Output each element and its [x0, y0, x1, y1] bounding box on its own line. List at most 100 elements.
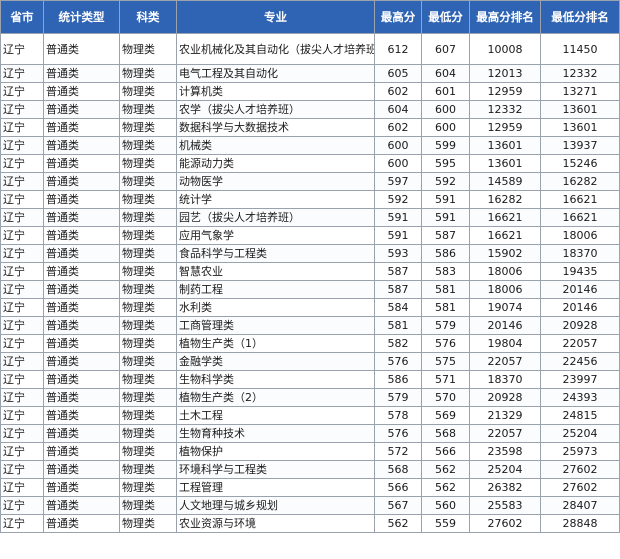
cell-subject: 物理类: [119, 118, 177, 137]
cell-province: 辽宁: [0, 136, 44, 155]
cell-province: 辽宁: [0, 352, 44, 371]
cell-major: 机械类: [176, 136, 375, 155]
table-row: 辽宁 普通类 物理类 农学（拔尖人才培养班） 604 600 12332 13601: [0, 100, 620, 119]
cell-subject: 物理类: [119, 190, 177, 209]
cell-province: 辽宁: [0, 424, 44, 443]
header-major: 专业: [176, 0, 375, 34]
cell-major: 植物保护: [176, 442, 375, 461]
cell-major: 食品科学与工程类: [176, 244, 375, 263]
cell-stat-type: 普通类: [43, 334, 120, 353]
cell-max-rank: 21329: [469, 406, 541, 425]
cell-min-rank: 25204: [540, 424, 620, 443]
cell-major: 计算机类: [176, 82, 375, 101]
cell-max-score: 597: [374, 172, 422, 191]
cell-max-rank: 19074: [469, 298, 541, 317]
cell-province: 辽宁: [0, 316, 44, 335]
table-row: 辽宁 普通类 物理类 人文地理与城乡规划 567 560 25583 28407: [0, 496, 620, 515]
cell-min-score: 571: [421, 370, 470, 389]
cell-max-score: 593: [374, 244, 422, 263]
score-table: 省市 统计类型 科类 专业 最高分 最低分 最高分排名 最低分排名 辽宁 普通类物…: [0, 0, 620, 533]
table-row: 辽宁 普通类 物理类 应用气象学 591 587 16621 18006: [0, 226, 620, 245]
cell-subject: 物理类: [119, 64, 177, 83]
header-max-rank: 最高分排名: [469, 0, 541, 34]
cell-subject: 物理类: [119, 388, 177, 407]
cell-min-rank: 13937: [540, 136, 620, 155]
cell-max-score: 584: [374, 298, 422, 317]
cell-major: 生物育种技术: [176, 424, 375, 443]
cell-major: 电气工程及其自动化: [176, 64, 375, 83]
cell-max-score: 582: [374, 334, 422, 353]
table-row: 辽宁 普通类 物理类 生物育种技术 576 568 22057 25204: [0, 424, 620, 443]
table-row: 辽宁 普通类 物理类 植物生产类（2） 579 570 20928 24393: [0, 388, 620, 407]
table-row: 辽宁 普通类 物理类 工程管理 566 562 26382 27602: [0, 478, 620, 497]
cell-major: 工程管理: [176, 478, 375, 497]
cell-stat-type: 普通类: [43, 352, 120, 371]
cell-max-rank: 12959: [469, 82, 541, 101]
cell-province: 辽宁: [0, 190, 44, 209]
table-row: 辽宁 普通类 物理类 电气工程及其自动化 605 604 12013 12332: [0, 64, 620, 83]
cell-min-rank: 16621: [540, 190, 620, 209]
cell-max-rank: 20146: [469, 316, 541, 335]
cell-min-rank: 16621: [540, 208, 620, 227]
cell-min-rank: 22456: [540, 352, 620, 371]
cell-province: 辽宁: [0, 442, 44, 461]
cell-major: 统计学: [176, 190, 375, 209]
table-row: 辽宁 普通类 物理类 智慧农业 587 583 18006 19435: [0, 262, 620, 281]
cell-min-score: 595: [421, 154, 470, 173]
cell-subject: 物理类: [119, 262, 177, 281]
cell-min-score: 569: [421, 406, 470, 425]
cell-max-score: 567: [374, 496, 422, 515]
cell-min-score: 591: [421, 208, 470, 227]
cell-subject: 物理类: [119, 334, 177, 353]
cell-max-rank: 22057: [469, 352, 541, 371]
table-row: 辽宁 普通类 物理类 制药工程 587 581 18006 20146: [0, 280, 620, 299]
cell-min-score: 570: [421, 388, 470, 407]
table-row: 辽宁 普通类 物理类 工商管理类 581 579 20146 20928: [0, 316, 620, 335]
cell-min-rank: 24393: [540, 388, 620, 407]
table-row: 辽宁 普通类 物理类 金融学类 576 575 22057 22456: [0, 352, 620, 371]
cell-max-rank: 14589: [469, 172, 541, 191]
cell-major: 环境科学与工程类: [176, 460, 375, 479]
cell-stat-type: 普通类: [43, 244, 120, 263]
cell-min-score: 581: [421, 280, 470, 299]
cell-major: 园艺（拔尖人才培养班）: [176, 208, 375, 227]
cell-stat-type: 普通类: [43, 460, 120, 479]
cell-max-score: 600: [374, 136, 422, 155]
cell-max-score: 572: [374, 442, 422, 461]
cell-subject: 物理类: [119, 316, 177, 335]
cell-max-score: 604: [374, 100, 422, 119]
cell-subject: 物理类: [119, 100, 177, 119]
cell-max-rank: 12013: [469, 64, 541, 83]
cell-min-rank: 20146: [540, 298, 620, 317]
cell-max-score: 591: [374, 208, 422, 227]
cell-min-rank: 20146: [540, 280, 620, 299]
cell-max-score: 602: [374, 118, 422, 137]
cell-major: 人文地理与城乡规划: [176, 496, 375, 515]
cell-min-score: 587: [421, 226, 470, 245]
cell-subject: 物理类: [119, 514, 177, 533]
cell-min-rank: 16282: [540, 172, 620, 191]
cell-province: 辽宁: [0, 33, 44, 65]
cell-major: 应用气象学: [176, 226, 375, 245]
cell-major: 植物生产类（2）: [176, 388, 375, 407]
table-row: 辽宁 普通类 物理类 植物生产类（1） 582 576 19804 22057: [0, 334, 620, 353]
cell-province: 辽宁: [0, 208, 44, 227]
cell-subject: 物理类: [119, 172, 177, 191]
cell-subject: 物理类: [119, 82, 177, 101]
cell-major: 动物医学: [176, 172, 375, 191]
cell-min-rank: 19435: [540, 262, 620, 281]
cell-min-rank: 18370: [540, 244, 620, 263]
cell-stat-type: 普通类: [43, 298, 120, 317]
cell-province: 辽宁: [0, 154, 44, 173]
cell-min-score: 592: [421, 172, 470, 191]
header-row: 省市 统计类型 科类 专业 最高分 最低分 最高分排名 最低分排名: [0, 0, 620, 34]
cell-min-score: 604: [421, 64, 470, 83]
table-row: 辽宁 普通类 物理类 动物医学 597 592 14589 16282: [0, 172, 620, 191]
table-body: 辽宁 普通类 物理类 农业机械化及其自动化（拔尖人才培养班） 612 607 10008 11…: [0, 33, 620, 533]
cell-stat-type: 普通类: [43, 172, 120, 191]
cell-province: 辽宁: [0, 226, 44, 245]
cell-min-rank: 28407: [540, 496, 620, 515]
cell-min-rank: 23997: [540, 370, 620, 389]
cell-min-rank: 28848: [540, 514, 620, 533]
cell-max-rank: 18006: [469, 280, 541, 299]
